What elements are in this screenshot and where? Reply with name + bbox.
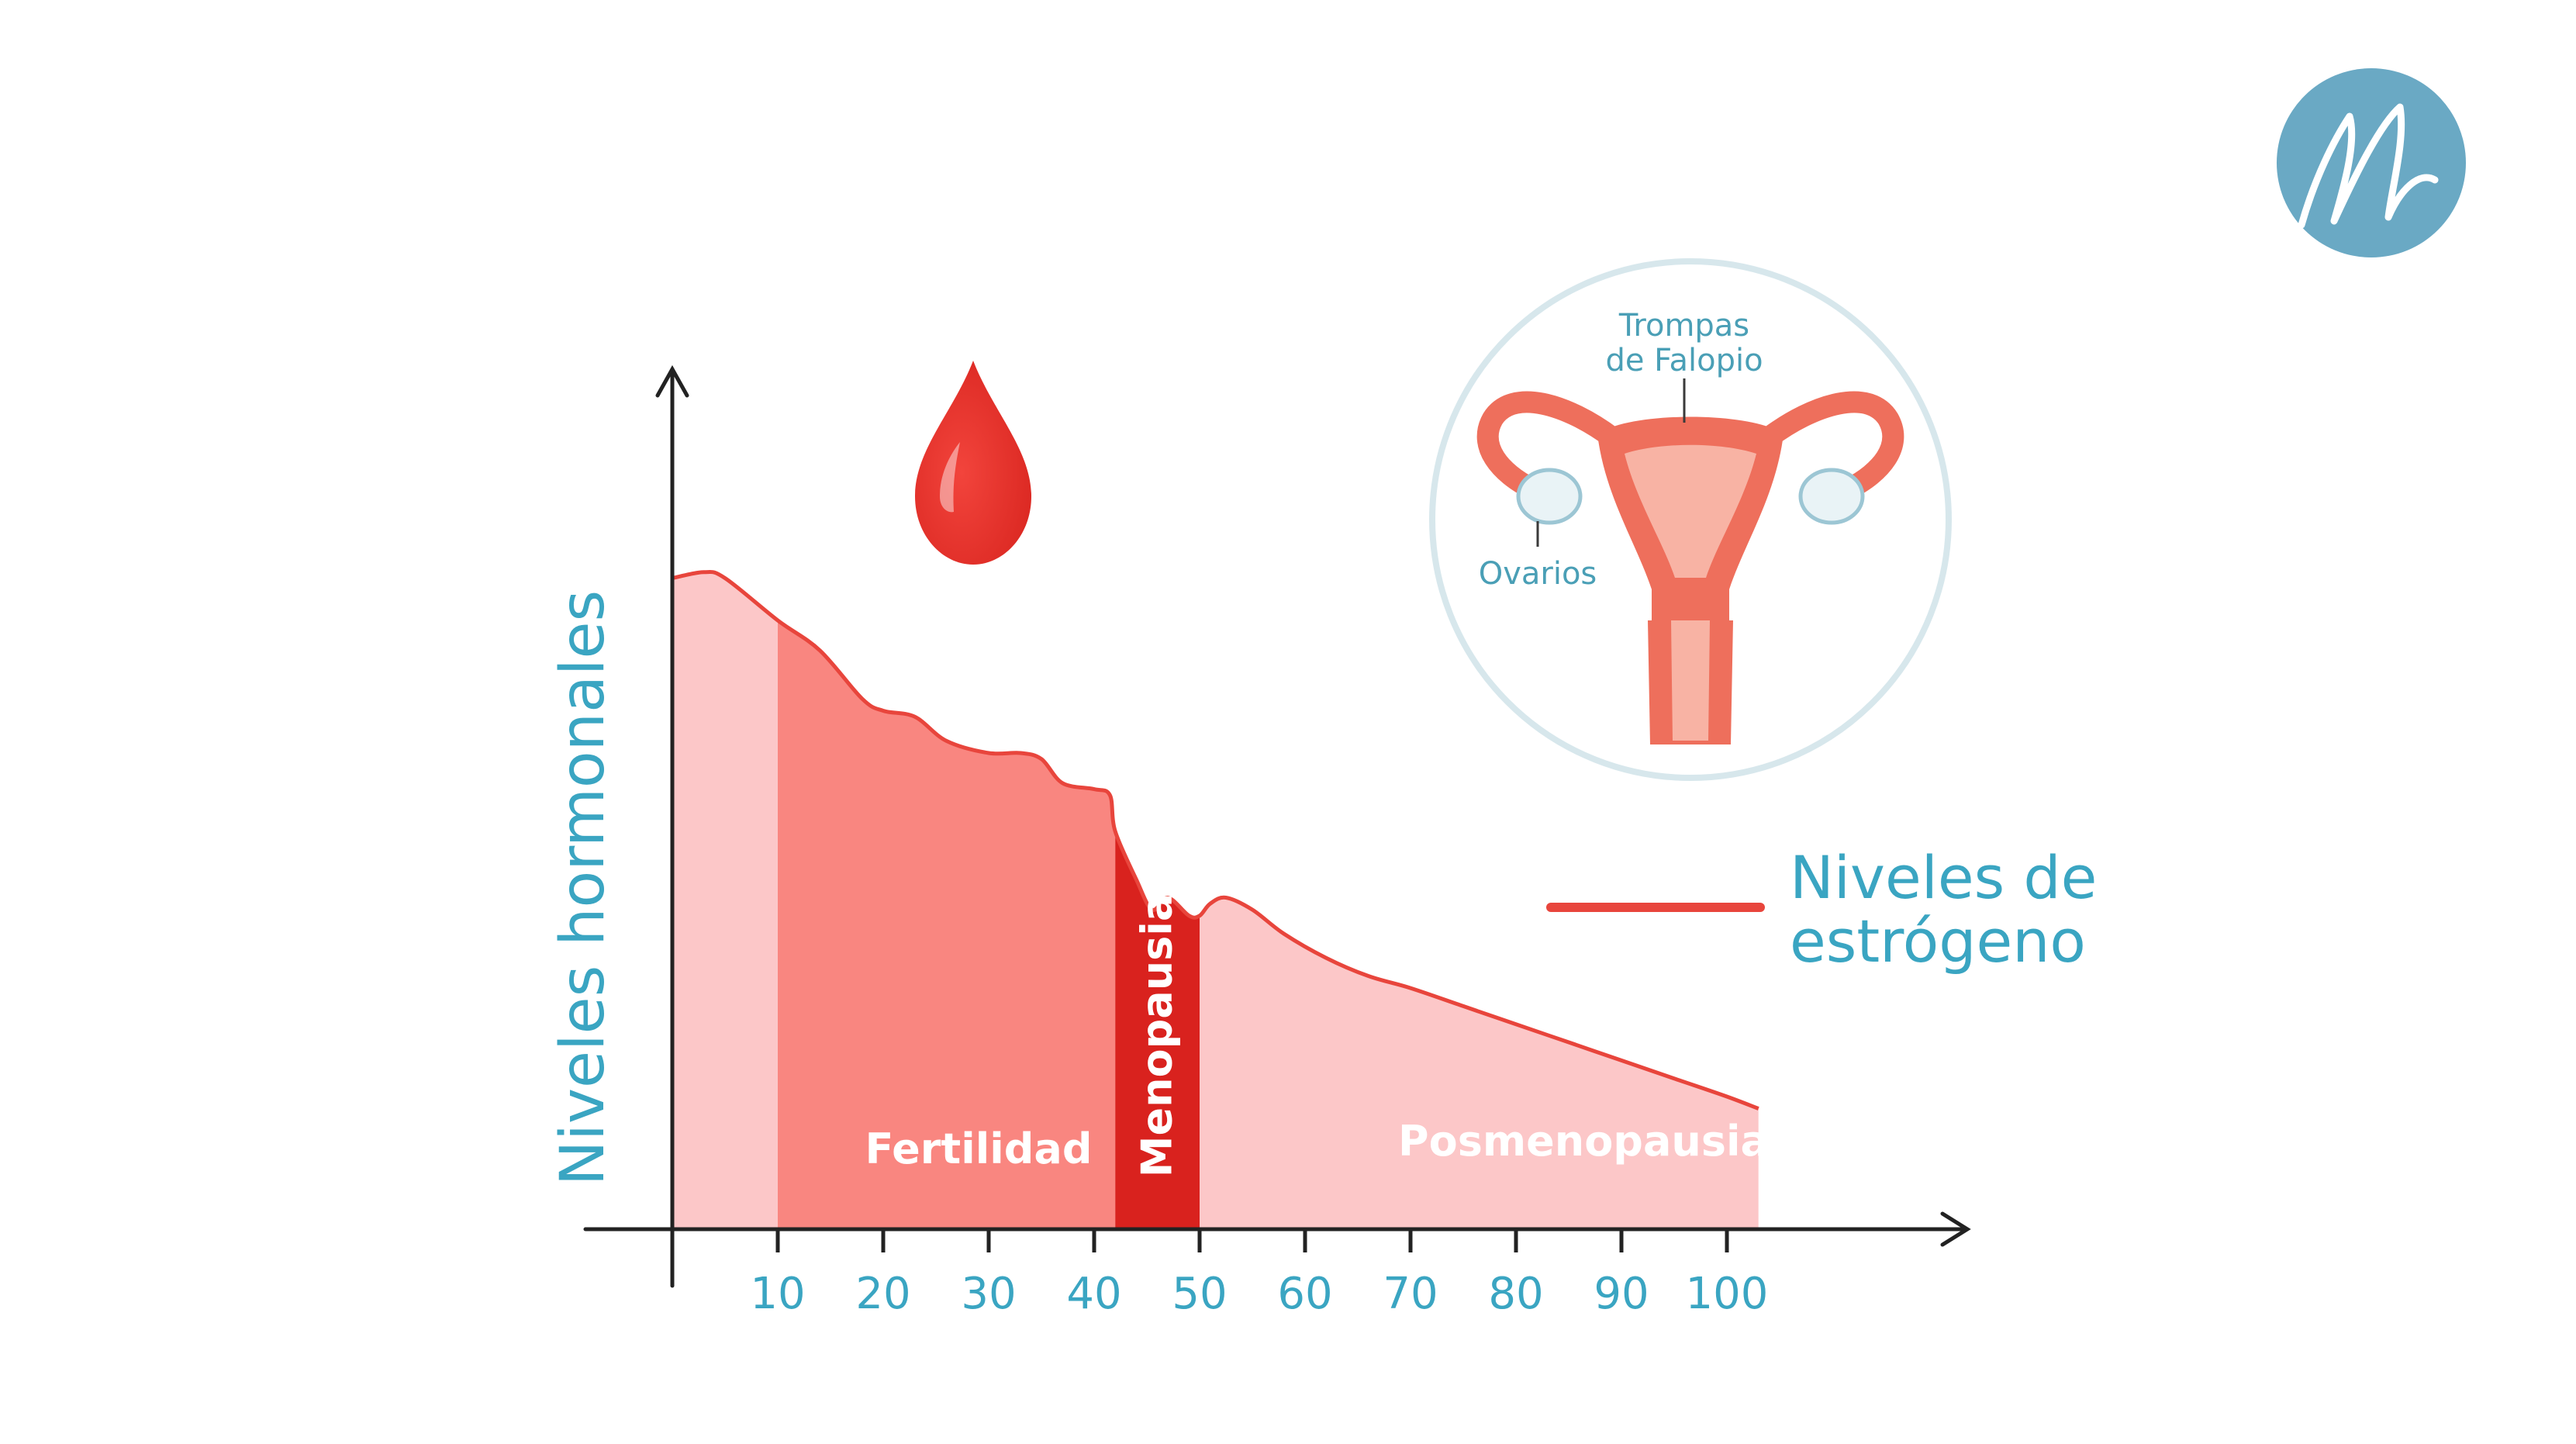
phase-label-2: Menopausia xyxy=(1133,893,1182,1178)
x-ticks: 10 20 30 40 50 60 70 80 90 100 xyxy=(750,1229,1768,1319)
x-tick-label-10: 10 xyxy=(750,1269,805,1319)
x-tick-label-70: 70 xyxy=(1383,1269,1438,1319)
tubes-label-line1: Trompas xyxy=(1618,308,1749,344)
phase-labels: Fertilidad Menopausia Posmenopausia xyxy=(865,893,1768,1178)
x-tick-label-60: 60 xyxy=(1277,1269,1332,1319)
x-tick-label-40: 40 xyxy=(1066,1269,1121,1319)
ovary-left xyxy=(1516,468,1583,525)
x-tick-label-100: 100 xyxy=(1686,1269,1769,1319)
phase-label-1: Fertilidad xyxy=(865,1124,1092,1173)
y-axis-label: Niveles hormonales xyxy=(548,590,618,1186)
phase-label-3: Posmenopausia xyxy=(1398,1117,1769,1166)
uterus-illustration: Trompas de Falopio Ovarios xyxy=(1429,258,1952,781)
ovaries-label: Ovarios xyxy=(1479,556,1597,592)
blood-drop-icon xyxy=(915,361,1031,565)
x-tick-label-50: 50 xyxy=(1172,1269,1227,1319)
axes xyxy=(583,364,1971,1288)
ovary-right xyxy=(1798,468,1865,525)
legend: Niveles de estrógeno xyxy=(1546,843,2097,976)
phase-band-0 xyxy=(672,572,778,1229)
x-tick-label-90: 90 xyxy=(1594,1269,1649,1319)
legend-line-1: Niveles de xyxy=(1790,843,2097,912)
estrogen-line xyxy=(672,570,1759,1111)
x-tick-label-30: 30 xyxy=(961,1269,1016,1319)
cursive-m-logo-icon xyxy=(2277,68,2466,257)
fallopian-tube-right xyxy=(1757,391,1904,499)
uterus-inner xyxy=(1625,444,1756,578)
y-axis-arrow-icon xyxy=(655,364,689,398)
phase-band-1 xyxy=(778,572,1116,1229)
fallopian-tube-left xyxy=(1476,391,1624,499)
x-tick-label-80: 80 xyxy=(1488,1269,1543,1319)
tubes-label-line2: de Falopio xyxy=(1605,343,1763,378)
x-tick-label-20: 20 xyxy=(855,1269,910,1319)
x-axis-arrow-icon xyxy=(1940,1211,1971,1247)
legend-line-2: estrógeno xyxy=(1790,907,2086,976)
